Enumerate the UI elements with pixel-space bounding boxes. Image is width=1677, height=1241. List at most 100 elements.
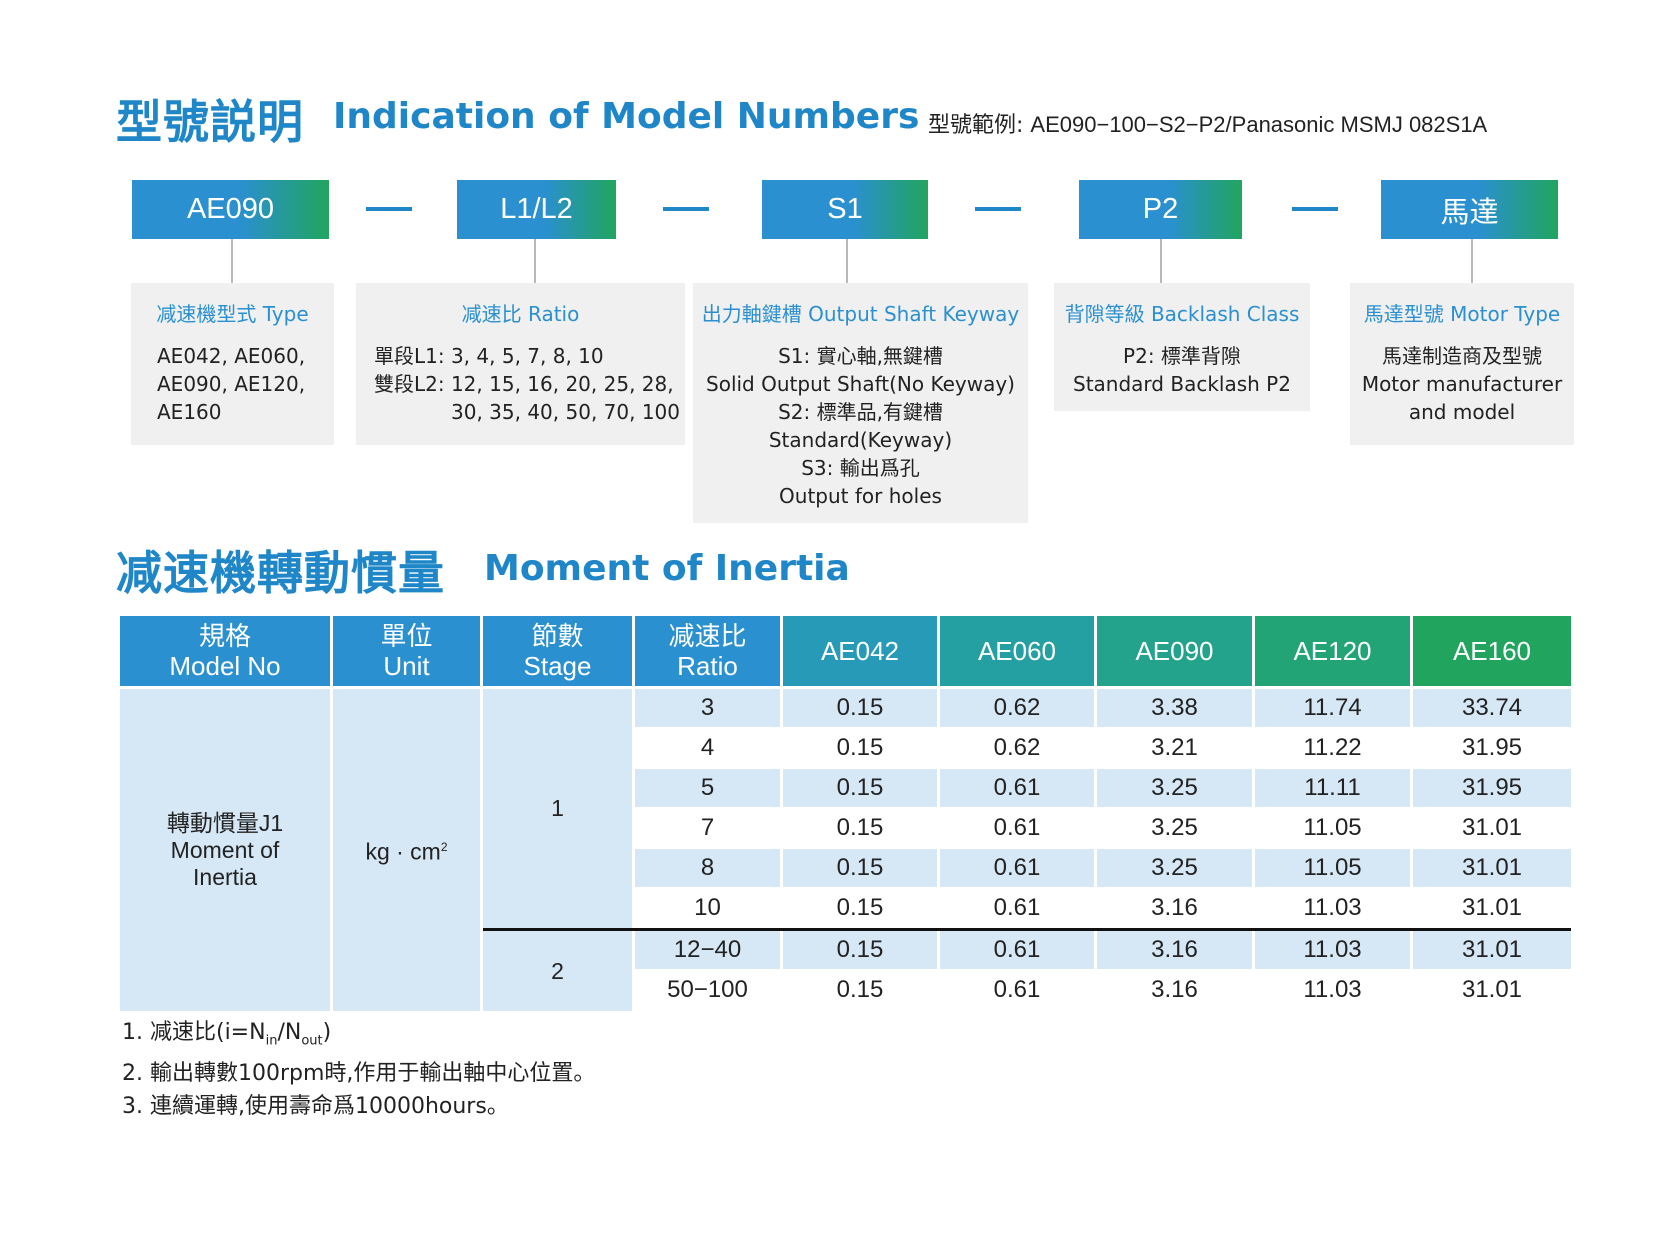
spec-zh: 轉動慣量J1 — [166, 809, 284, 836]
info-box-backlash: 背隙等級 Backlash Class P2: 標準背隙 Standard Ba… — [1054, 283, 1310, 411]
info-line: S2: 標準品,有鍵槽 — [778, 400, 943, 424]
info-line: 單段L1: 3, 4, 5, 7, 8, 10 — [374, 344, 604, 368]
ratio-cell: 12−40 — [635, 931, 780, 969]
info-line: Standard(Keyway) — [768, 428, 953, 452]
info-title: 出力軸鍵槽 Output Shaft Keyway — [701, 302, 1020, 326]
code-separator — [975, 207, 1021, 211]
info-line: 30, 35, 40, 50, 70, 100 — [451, 400, 680, 424]
header-zh: 節數 — [531, 621, 584, 651]
value-cell: 3.25 — [1097, 769, 1252, 807]
value-cell: 0.62 — [993, 734, 1041, 761]
header-en: Model No — [169, 651, 281, 681]
header-model-ae090: AE090 — [1097, 616, 1252, 686]
header-zh: 規格 — [198, 621, 251, 651]
connector-line — [1471, 239, 1473, 283]
value-cell: 3.38 — [1097, 689, 1252, 727]
value-cell: 0.15 — [783, 689, 937, 727]
info-box-motor: 馬達型號 Motor Type 馬達制造商及型號 Motor manufactu… — [1350, 283, 1574, 445]
model-example: 型號範例: AE090−100−S2−P2/Panasonic MSMJ 082… — [928, 107, 1487, 139]
note-3: 3. 連續運轉,使用壽命爲10000hours。 — [122, 1094, 509, 1120]
header-model-ae060: AE060 — [940, 616, 1094, 686]
header-model-ae120: AE120 — [1255, 616, 1410, 686]
value-cell: 3.16 — [1097, 931, 1252, 969]
info-line: S1: 實心軸,無鍵槽 — [778, 344, 943, 368]
value-cell: 0.15 — [783, 931, 937, 969]
section2-title-en: Moment of Inertia — [484, 548, 850, 589]
header-en: Stage — [523, 651, 592, 681]
header-en: Unit — [383, 651, 430, 681]
info-title: 减速機型式 Type — [156, 302, 309, 326]
note-text: ) — [322, 1020, 332, 1045]
value-cell: 0.15 — [783, 849, 937, 887]
code-box-ratio: L1/L2 — [457, 180, 616, 239]
unit-cell: kg · cm2 — [333, 689, 480, 1011]
header-ratio: 减速比 Ratio — [635, 616, 780, 686]
code-box-keyway: S1 — [762, 180, 928, 239]
value-cell: 0.61 — [940, 769, 1094, 807]
spec-en: Moment of — [170, 836, 280, 863]
value-cell: 3.21 — [1151, 734, 1198, 761]
stage-2-cell: 2 — [483, 931, 632, 1011]
header-stage: 節數 Stage — [483, 616, 632, 686]
info-line: AE090, AE120, — [157, 372, 306, 396]
ratio-cell: 5 — [635, 769, 780, 807]
info-line: Standard Backlash P2 — [1073, 372, 1291, 396]
section1-title-zh: 型號説明 — [116, 95, 304, 149]
header-zh: 减速比 — [668, 621, 747, 651]
info-line: 雙段L2: 12, 15, 16, 20, 25, 28, — [374, 372, 674, 396]
value-cell: 0.15 — [836, 976, 884, 1003]
header-model-ae160: AE160 — [1413, 616, 1571, 686]
value-cell: 31.01 — [1413, 849, 1571, 887]
value-cell: 11.11 — [1255, 769, 1410, 807]
ratio-cell: 3 — [635, 689, 780, 727]
info-line: Output for holes — [779, 484, 942, 508]
value-cell: 0.15 — [836, 894, 884, 921]
header-unit: 單位 Unit — [333, 616, 480, 686]
value-cell: 31.01 — [1461, 894, 1523, 921]
code-box-backlash: P2 — [1079, 180, 1242, 239]
value-cell: 11.22 — [1303, 734, 1362, 761]
value-cell: 11.74 — [1255, 689, 1410, 727]
value-cell: 0.15 — [836, 814, 884, 841]
value-cell: 0.15 — [783, 769, 937, 807]
value-cell: 0.61 — [993, 814, 1041, 841]
section2-title-zh: 减速機轉動慣量 — [116, 546, 445, 600]
notes: 1. 减速比(i=Nin/Nout) 2. 輸出轉數100rpm時,作用于輸出軸… — [122, 1016, 595, 1123]
value-cell: 31.01 — [1461, 814, 1523, 841]
info-title: 馬達型號 Motor Type — [1363, 302, 1561, 326]
info-body: 馬達制造商及型號 Motor manufacturer and model — [1350, 342, 1574, 426]
value-cell: 0.15 — [836, 734, 884, 761]
spec-en: Inertia — [193, 863, 257, 890]
value-cell: 0.61 — [993, 976, 1041, 1003]
unit-base: kg · cm — [365, 838, 441, 865]
value-cell: 0.61 — [940, 849, 1094, 887]
value-cell: 3.16 — [1151, 894, 1198, 921]
value-cell: 33.74 — [1413, 689, 1571, 727]
ratio-cell: 50−100 — [667, 976, 748, 1003]
code-separator — [663, 207, 709, 211]
connector-line — [534, 239, 536, 283]
code-separator — [1292, 207, 1338, 211]
unit-value: kg · cm2 — [365, 834, 447, 866]
info-line: S3: 輸出爲孔 — [801, 456, 920, 480]
value-cell: 3.25 — [1097, 849, 1252, 887]
code-box-type: AE090 — [132, 180, 329, 239]
info-line: Motor manufacturer — [1361, 372, 1563, 396]
value-cell: 31.01 — [1461, 976, 1523, 1003]
stage-1-cell: 1 — [483, 689, 632, 928]
connector-line — [846, 239, 848, 283]
value-cell: 0.61 — [940, 931, 1094, 969]
value-cell: 31.01 — [1413, 931, 1571, 969]
unit-sup: 2 — [440, 840, 448, 855]
info-line: P2: 標準背隙 — [1123, 344, 1241, 368]
info-body: AE042, AE060, AE090, AE120, AE160 — [131, 342, 334, 426]
info-line: AE042, AE060, — [157, 344, 306, 368]
note-1: 1. 减速比(i=Nin/Nout) — [122, 1016, 595, 1057]
stage-separator — [483, 928, 1571, 931]
value-cell: 11.03 — [1303, 894, 1362, 921]
value-cell: 3.25 — [1151, 814, 1198, 841]
note-text: 1. 减速比(i=N — [122, 1020, 266, 1045]
info-line: AE160 — [157, 400, 222, 424]
note-sub: out — [301, 1033, 323, 1049]
ratio-cell: 7 — [700, 814, 715, 841]
